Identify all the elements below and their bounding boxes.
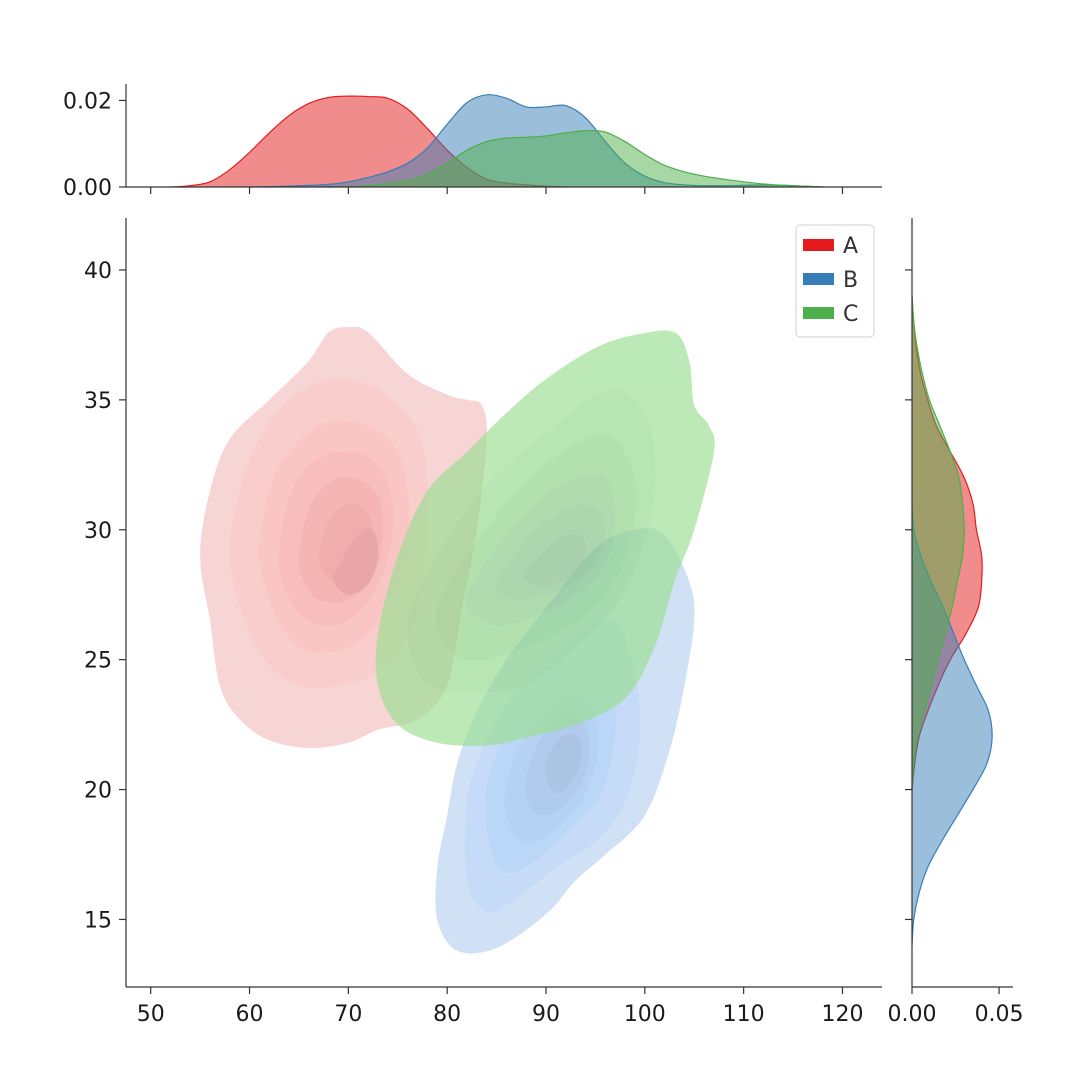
- y-tick-label: 40: [84, 259, 112, 284]
- x-tick-label: 50: [137, 1002, 165, 1027]
- y-tick-label: 35: [84, 389, 112, 414]
- y-tick-label: 15: [84, 908, 112, 933]
- x-tick-label: 70: [334, 1002, 362, 1027]
- kde-contour-a-level-7: [333, 528, 379, 595]
- legend-label-b: B: [843, 268, 858, 293]
- right-kde-fill-c: [912, 295, 965, 790]
- x-tick-label: 110: [723, 1002, 765, 1027]
- right-kde-line-c: [911, 295, 965, 790]
- top-marginal-y-tick-label: 0.02: [63, 89, 112, 114]
- top-kde-fill-a: [170, 96, 566, 187]
- x-tick-label: 90: [532, 1002, 560, 1027]
- joint-kde-plot: [200, 326, 715, 954]
- right-marginal-x-tick-label: 0.00: [888, 1002, 937, 1027]
- y-tick-label: 20: [84, 779, 112, 804]
- legend-swatch-a: [803, 239, 834, 251]
- legend-swatch-b: [803, 273, 834, 285]
- legend-label-c: C: [843, 302, 858, 327]
- y-tick-label: 30: [84, 519, 112, 544]
- kde-series-c: [375, 330, 715, 746]
- kde-contour-b-level-6: [545, 734, 582, 793]
- x-tick-label: 100: [624, 1002, 666, 1027]
- x-tick-label: 120: [821, 1002, 863, 1027]
- top-kde-fill-c: [328, 130, 823, 187]
- top-kde-line-c: [328, 130, 823, 188]
- legend: ABC: [795, 224, 875, 338]
- axes-layer: 50 60 70 80 90 100 110 120 15 20 25 30 35 40 0.00 0.02 0…: [63, 84, 1024, 1027]
- legend-swatch-c: [803, 307, 834, 319]
- x-tick-label: 60: [236, 1002, 264, 1027]
- top-marginal-y-tick-label: 0.00: [63, 176, 112, 201]
- kde-contour-c-level-6: [524, 533, 587, 588]
- top-marginal-density: [170, 94, 823, 188]
- y-tick-label: 25: [84, 649, 112, 674]
- x-tick-label: 80: [433, 1002, 461, 1027]
- legend-label-a: A: [843, 234, 858, 259]
- right-marginal-density: [911, 295, 993, 946]
- right-marginal-x-tick-label: 0.05: [975, 1002, 1024, 1027]
